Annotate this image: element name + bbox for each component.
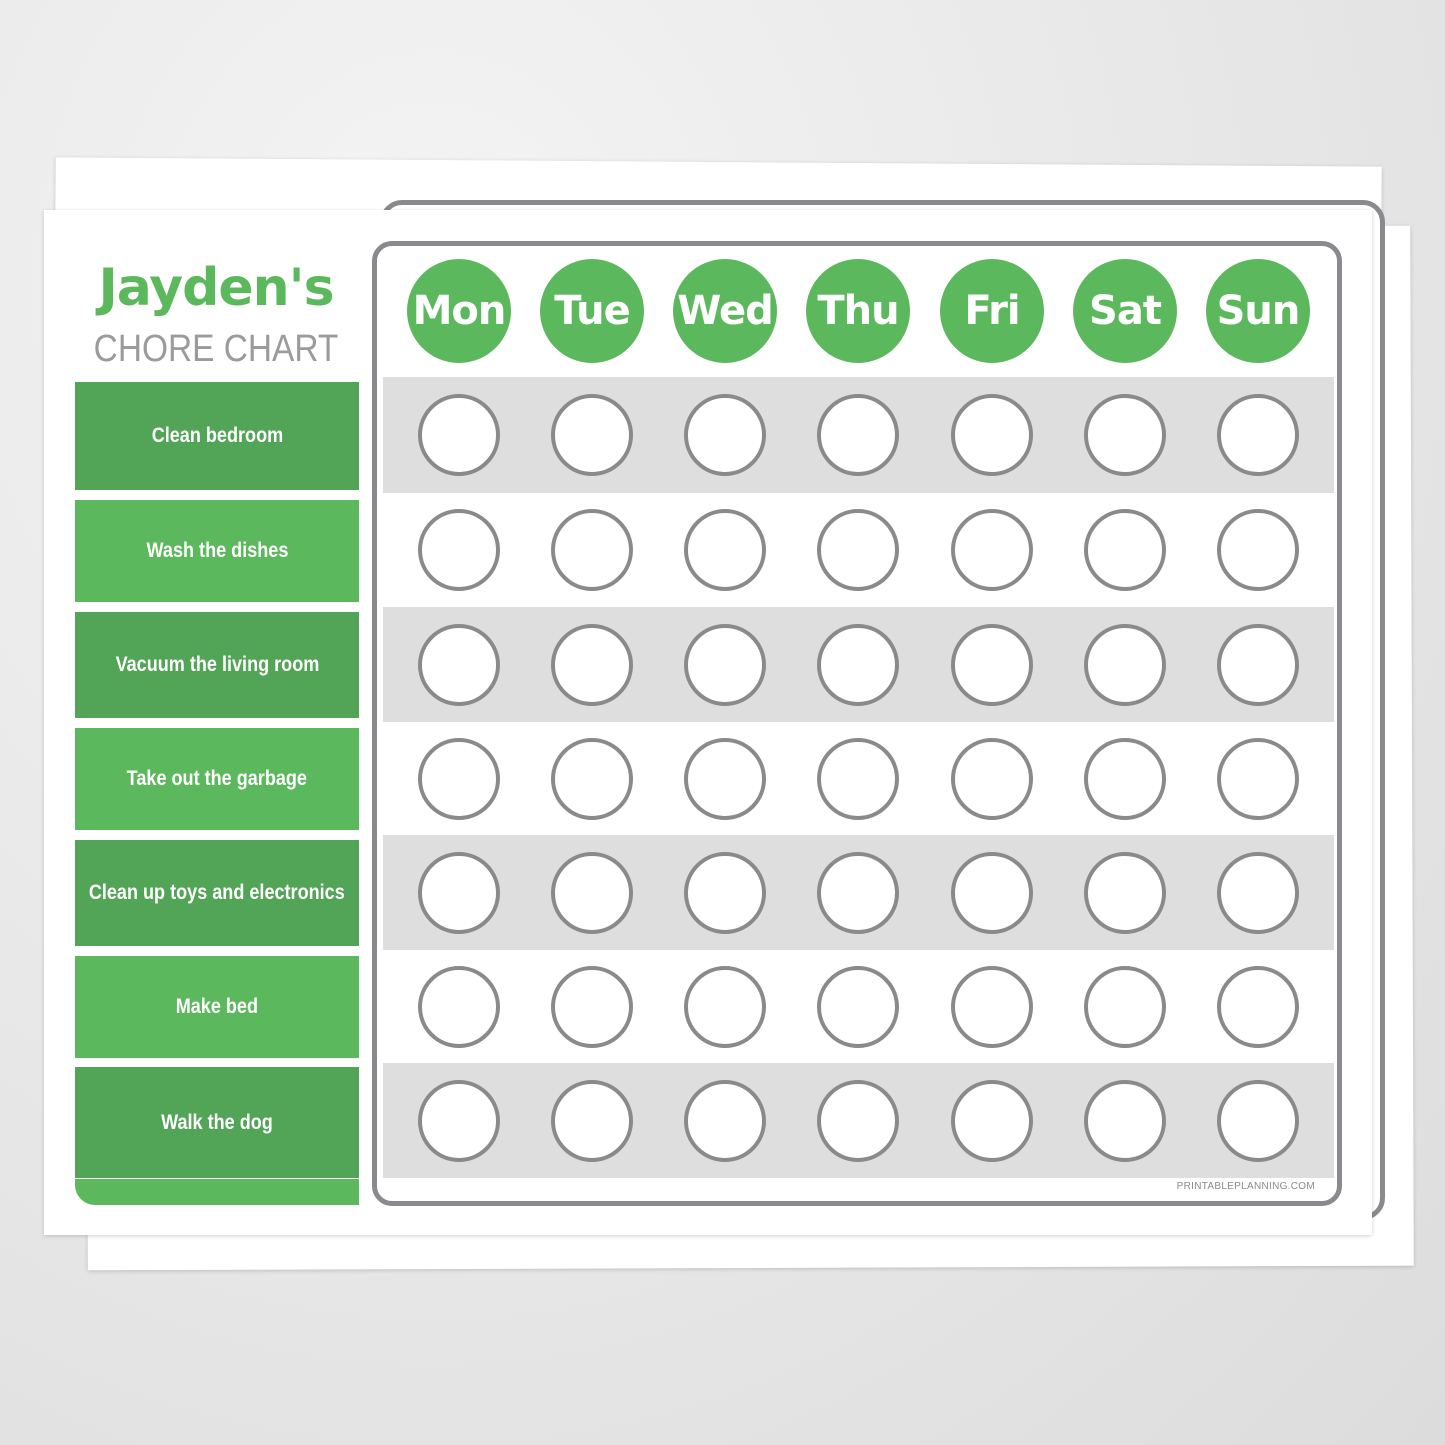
chore-text: Walk the dog [161, 1110, 273, 1134]
child-name-title: Jayden's [98, 258, 334, 318]
check-circle[interactable] [1217, 965, 1299, 1048]
chore-text: Clean up toys and electronics [89, 881, 345, 904]
check-circle[interactable] [817, 623, 899, 706]
check-circle[interactable] [418, 965, 500, 1048]
chore-label: Vacuum the living room [75, 612, 359, 718]
check-circle[interactable] [684, 965, 766, 1048]
check-circle[interactable] [817, 851, 899, 934]
check-circle[interactable] [1217, 623, 1299, 706]
check-circle[interactable] [1084, 623, 1166, 706]
check-circle[interactable] [551, 509, 633, 591]
check-circle[interactable] [951, 851, 1033, 934]
check-circle[interactable] [1084, 1079, 1166, 1162]
check-circle[interactable] [951, 965, 1033, 1048]
watermark: PRINTABLEPLANNING.COM [1176, 1181, 1315, 1192]
check-circle[interactable] [951, 394, 1033, 476]
check-circle[interactable] [1217, 509, 1299, 591]
check-circle[interactable] [684, 509, 766, 591]
check-circle[interactable] [1084, 965, 1166, 1048]
check-circle[interactable] [1217, 394, 1299, 476]
check-circle[interactable] [418, 623, 500, 706]
chore-label: Wash the dishes [75, 500, 359, 602]
check-circle[interactable] [1217, 737, 1299, 820]
chore-label: Walk the dog [75, 1067, 359, 1178]
check-circle[interactable] [684, 851, 766, 934]
check-circle[interactable] [551, 394, 633, 476]
check-circle[interactable] [1217, 1079, 1299, 1162]
check-circle[interactable] [551, 737, 633, 820]
check-circle[interactable] [418, 1079, 500, 1162]
day-header-wed: Wed [673, 259, 777, 363]
check-circle[interactable] [951, 1079, 1033, 1162]
day-header-thu: Thu [806, 259, 910, 363]
chore-label: Make bed [75, 956, 359, 1058]
check-circle[interactable] [684, 394, 766, 476]
day-header-fri: Fri [940, 259, 1044, 363]
check-circle[interactable] [684, 623, 766, 706]
check-circle[interactable] [817, 509, 899, 591]
check-circle[interactable] [418, 394, 500, 476]
check-circle[interactable] [418, 851, 500, 934]
check-circle[interactable] [1084, 851, 1166, 934]
check-circle[interactable] [817, 1079, 899, 1162]
check-circle[interactable] [684, 737, 766, 820]
chart-subtitle: CHORE CHART [93, 328, 339, 370]
chore-text: Take out the garbage [126, 767, 308, 790]
check-circle[interactable] [817, 394, 899, 476]
check-circle[interactable] [817, 737, 899, 820]
check-circle[interactable] [551, 851, 633, 934]
check-circle[interactable] [1217, 851, 1299, 934]
day-header-mon: Mon [407, 259, 511, 363]
check-circle[interactable] [418, 737, 500, 820]
day-header-sat: Sat [1073, 259, 1177, 363]
check-circle[interactable] [551, 1079, 633, 1162]
chore-text: Vacuum the living room [115, 653, 319, 676]
chore-list-footer [75, 1179, 359, 1205]
chore-label: Take out the garbage [75, 728, 359, 830]
chore-text: Wash the dishes [146, 539, 288, 562]
day-header-tue: Tue [540, 259, 644, 363]
chore-text: Clean bedroom [151, 424, 283, 447]
check-circle[interactable] [1084, 509, 1166, 591]
chore-text: Make bed [175, 995, 259, 1018]
day-header-sun: Sun [1206, 259, 1310, 363]
check-circle[interactable] [817, 965, 899, 1048]
chore-label: Clean bedroom [75, 382, 359, 490]
check-circle[interactable] [951, 737, 1033, 820]
check-circle[interactable] [684, 1079, 766, 1162]
check-circle[interactable] [951, 623, 1033, 706]
check-circle[interactable] [551, 965, 633, 1048]
check-circle[interactable] [551, 623, 633, 706]
check-circle[interactable] [951, 509, 1033, 591]
check-circle[interactable] [1084, 394, 1166, 476]
chore-label: Clean up toys and electronics [75, 840, 359, 946]
check-circle[interactable] [418, 509, 500, 591]
check-circle[interactable] [1084, 737, 1166, 820]
